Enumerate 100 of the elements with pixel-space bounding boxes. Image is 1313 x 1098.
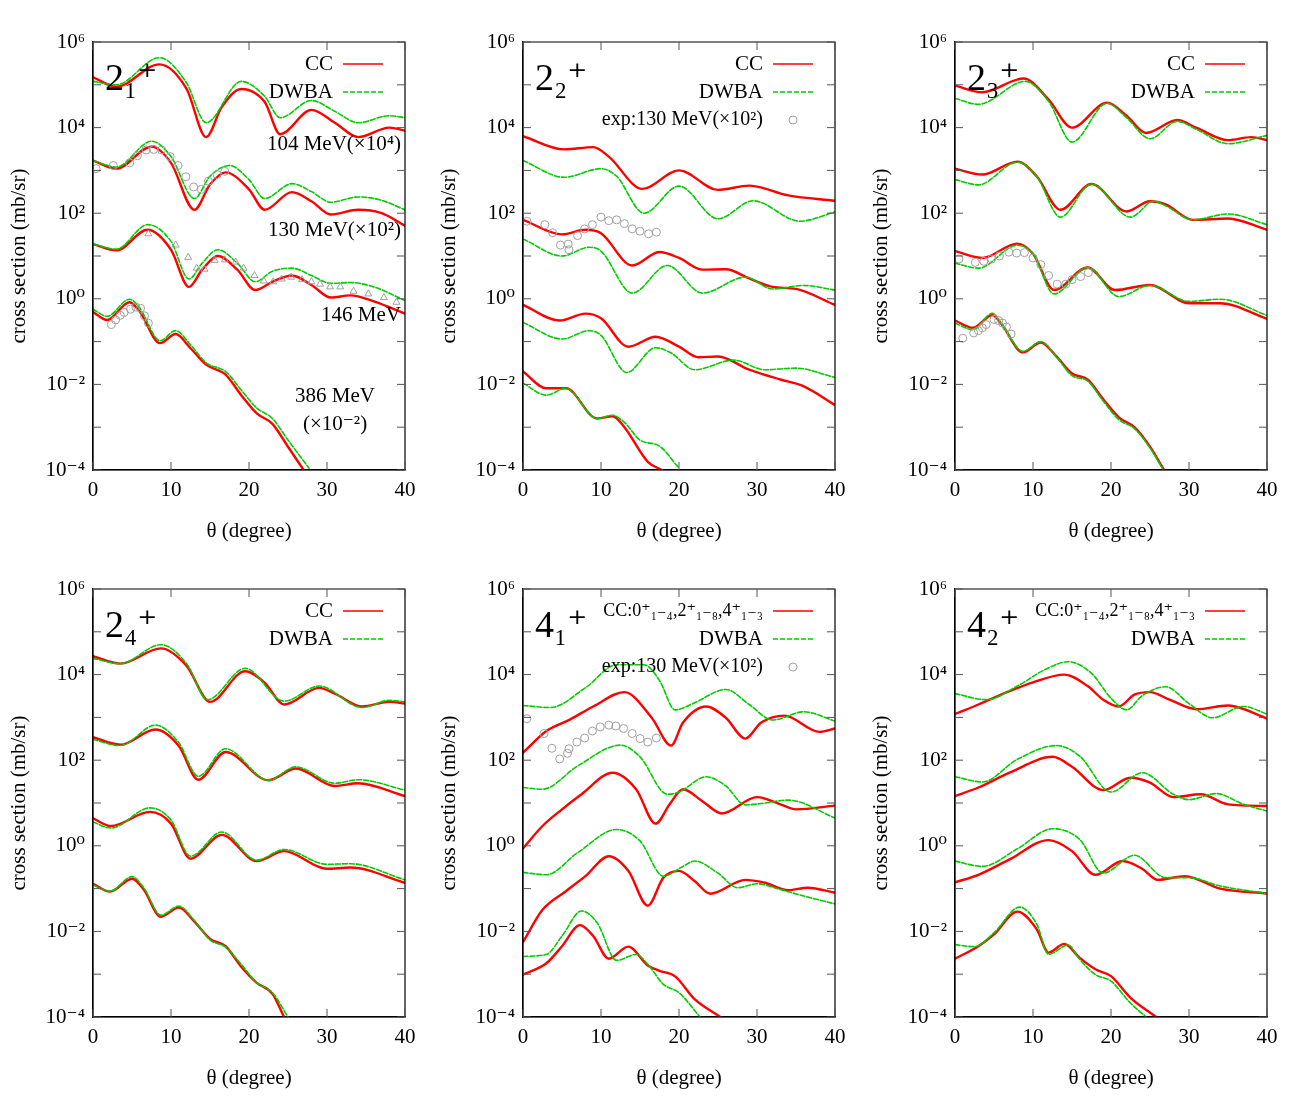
point bbox=[998, 318, 1008, 328]
y-tick-label: 10⁰ bbox=[485, 832, 515, 857]
y-tick-label: 10⁴ bbox=[918, 661, 947, 686]
y-tick-label: 10⁴ bbox=[56, 661, 85, 686]
y-tick-label: 10⁻² bbox=[476, 370, 515, 395]
x-tick-label: 10 bbox=[1022, 477, 1044, 502]
legend-label: DWBA bbox=[698, 625, 764, 650]
point bbox=[143, 318, 153, 328]
line-series bbox=[523, 690, 835, 754]
y-tick-label: 10² bbox=[919, 746, 947, 771]
point bbox=[108, 161, 118, 171]
point bbox=[189, 182, 199, 192]
point bbox=[611, 721, 621, 731]
line-series bbox=[523, 238, 835, 294]
annotation: 130 MeV(×10²) bbox=[267, 216, 401, 241]
y-tick-label: 10⁻⁴ bbox=[475, 456, 515, 481]
y-tick-label: 10⁴ bbox=[486, 114, 515, 139]
point bbox=[981, 320, 991, 330]
line-series bbox=[523, 382, 680, 470]
point bbox=[1052, 279, 1062, 289]
point bbox=[969, 328, 979, 338]
point bbox=[595, 722, 605, 732]
chart-title: 4₁⁺ bbox=[535, 603, 588, 645]
point bbox=[212, 170, 222, 180]
y-tick-label: 10⁰ bbox=[55, 832, 85, 857]
x-tick-label: 0 bbox=[87, 477, 99, 502]
point bbox=[555, 240, 565, 250]
x-tick-label: 10 bbox=[590, 1024, 612, 1049]
y-axis-title: cross section (mb/sr) bbox=[868, 168, 893, 344]
y-tick-label: 10⁰ bbox=[917, 285, 947, 310]
x-tick-label: 0 bbox=[87, 1024, 99, 1049]
x-axis-title: θ (degree) bbox=[206, 517, 292, 542]
point bbox=[349, 286, 358, 294]
annotation: 386 MeV (×10⁻²) bbox=[295, 382, 376, 435]
line-series bbox=[523, 134, 835, 202]
point bbox=[1083, 268, 1093, 278]
point bbox=[643, 737, 653, 747]
y-tick-label: 10² bbox=[487, 746, 515, 771]
line-series bbox=[523, 855, 835, 944]
line-series bbox=[523, 923, 722, 1017]
point bbox=[573, 231, 583, 241]
point bbox=[192, 263, 201, 271]
y-tick-label: 10⁻² bbox=[46, 917, 85, 942]
y-tick-label: 10⁶ bbox=[56, 575, 85, 600]
point bbox=[1076, 272, 1086, 282]
point bbox=[326, 282, 335, 290]
line-series bbox=[955, 673, 1267, 720]
point bbox=[955, 254, 964, 264]
point bbox=[619, 724, 629, 734]
legend-label: DWBA bbox=[268, 78, 334, 103]
line-series bbox=[523, 159, 835, 223]
y-tick-label: 10⁰ bbox=[55, 285, 85, 310]
point bbox=[564, 744, 574, 754]
x-tick-label: 20 bbox=[668, 477, 690, 502]
chart-title: 2₄⁺ bbox=[105, 603, 158, 645]
y-tick-label: 10⁴ bbox=[918, 114, 947, 139]
annotation: 104 MeV(×10⁴) bbox=[266, 131, 401, 156]
legend-label: DWBA bbox=[1130, 625, 1196, 650]
x-tick-label: 20 bbox=[238, 477, 260, 502]
point bbox=[157, 145, 167, 155]
line-series bbox=[93, 56, 405, 124]
x-tick-label: 40 bbox=[1256, 477, 1278, 502]
point bbox=[210, 255, 219, 263]
y-tick-label: 10² bbox=[57, 746, 85, 771]
legend-label: DWBA bbox=[698, 78, 764, 103]
y-axis-title: cross section (mb/sr) bbox=[868, 715, 893, 891]
point bbox=[564, 245, 574, 255]
point bbox=[635, 226, 645, 236]
point bbox=[604, 720, 614, 730]
y-axis-title: cross section (mb/sr) bbox=[6, 168, 31, 344]
point bbox=[184, 252, 193, 260]
x-tick-label: 20 bbox=[238, 1024, 260, 1049]
point bbox=[181, 172, 191, 182]
point bbox=[580, 733, 590, 743]
legend-label: CC bbox=[734, 50, 763, 75]
x-tick-label: 30 bbox=[316, 1024, 338, 1049]
x-tick-label: 0 bbox=[517, 477, 529, 502]
point bbox=[562, 748, 572, 758]
x-tick-label: 10 bbox=[160, 1024, 182, 1049]
point bbox=[979, 256, 989, 266]
x-tick-label: 40 bbox=[394, 477, 416, 502]
point bbox=[604, 216, 614, 226]
point bbox=[987, 254, 997, 264]
line-series bbox=[955, 838, 1267, 895]
x-tick-label: 40 bbox=[394, 1024, 416, 1049]
x-tick-label: 30 bbox=[1178, 477, 1200, 502]
annotation: 146 MeV bbox=[321, 302, 401, 327]
point bbox=[973, 326, 983, 336]
point bbox=[364, 289, 373, 297]
point bbox=[1061, 279, 1071, 289]
x-tick-label: 30 bbox=[316, 477, 338, 502]
point bbox=[336, 282, 345, 290]
point bbox=[555, 754, 565, 764]
point bbox=[111, 315, 121, 325]
chart-title: 2₃⁺ bbox=[967, 56, 1020, 98]
point bbox=[196, 184, 206, 194]
point bbox=[1001, 322, 1011, 332]
point bbox=[994, 316, 1004, 326]
line-series bbox=[523, 303, 835, 407]
x-tick-label: 30 bbox=[746, 477, 768, 502]
